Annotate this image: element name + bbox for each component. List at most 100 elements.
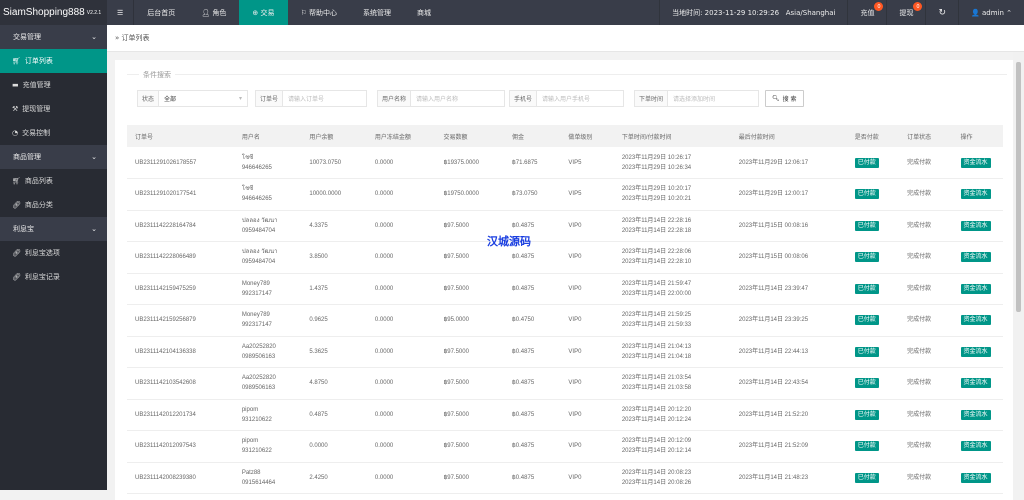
topnav-item[interactable]: 👤︎ 角色	[201, 8, 227, 17]
commission: ฿0.4875	[503, 336, 561, 368]
sidebar-item[interactable]: ⚒ 提现管理	[12, 105, 51, 113]
search-panel: 条件搜索 状态 全部 ▾ 订单号 请输入订单号 用户名称 请输入用户名称 手机号 请输入用…	[127, 70, 1007, 114]
fund-flow-button[interactable]: 资金流水	[960, 220, 991, 231]
level: VIP0	[560, 304, 614, 337]
fund-flow-button[interactable]: 资金流水	[960, 252, 991, 263]
sidebar-item[interactable]: 🔗︎ 商品分类	[12, 201, 53, 209]
refresh-icon[interactable]: ↻	[925, 0, 958, 25]
recharge-button[interactable]: 充值 0	[847, 0, 886, 25]
table-row: UB2311142103542608 Aa20252820 0989506163 …	[127, 367, 1003, 400]
amount: ฿97.5000	[435, 462, 504, 494]
status-select[interactable]: 状态 全部 ▾	[137, 90, 248, 107]
sidebar-group[interactable]: 利息宝 ⌄	[0, 217, 107, 241]
fund-flow-button[interactable]: 资金流水	[960, 283, 991, 294]
menu-toggle-icon[interactable]: ☰	[107, 0, 135, 25]
globe-icon: ⊕	[252, 8, 259, 17]
fund-flow-button[interactable]: 资金流水	[960, 157, 991, 168]
column-header: 用户冻结金额	[366, 125, 436, 147]
scrollbar[interactable]	[1013, 52, 1024, 490]
order-id: UB2311142228164784	[127, 210, 234, 242]
search-button[interactable]: 🔍︎ 搜 索	[765, 90, 804, 107]
times: 2023年11月14日 20:12:09 2023年11月14日 20:12:14	[613, 430, 731, 463]
times: 2023年11月14日 21:59:25 2023年11月14日 21:59:33	[613, 304, 731, 337]
user-cell: โชซี 946646265	[233, 178, 302, 211]
sidebar-item[interactable]: 🛒︎ 订单列表	[0, 49, 107, 73]
fund-flow-button[interactable]: 资金流水	[960, 409, 991, 420]
order-number-field[interactable]: 订单号 请输入订单号	[255, 90, 367, 107]
order-status: 完成付款	[899, 304, 953, 337]
column-header: 用户名	[233, 125, 302, 147]
fund-flow-button[interactable]: 资金流水	[960, 472, 991, 483]
fund-flow-button[interactable]: 资金流水	[960, 189, 991, 200]
commission: ฿71.6875	[503, 147, 561, 179]
user-cell: ปลลอง วัฒนา 0959484704	[233, 210, 302, 242]
frozen: 0.0000	[366, 178, 436, 211]
app-logo[interactable]: SiamShopping888 V2.2.1	[0, 0, 107, 25]
monitor-icon: ▬	[12, 81, 19, 89]
fund-flow-button[interactable]: 资金流水	[960, 378, 991, 389]
last-pay-time: 2023年11月14日 21:48:23	[730, 462, 847, 494]
fund-flow-button[interactable]: 资金流水	[960, 441, 991, 452]
amount: ฿19750.0000	[435, 178, 504, 211]
sidebar-item[interactable]: ◔ 交易控制	[12, 129, 51, 137]
sidebar: 交易管理 ⌄ 🛒︎ 订单列表 ▬ 充值管理 ⚒ 提现管理 ◔ 交易控制商品管理 ⌄ 🛒︎ 商品列表 🔗︎ 商…	[0, 25, 107, 490]
order-id: UB2311142228066489	[127, 241, 234, 274]
balance: 0.4875	[301, 399, 367, 431]
table-row: UB2311291020177541 โชซี 946646265 10000.0…	[127, 178, 1003, 211]
commission: ฿0.4750	[503, 304, 561, 337]
order-status: 完成付款	[899, 241, 953, 274]
paid-badge: 已付款	[854, 157, 879, 168]
column-header: 是否付款	[846, 125, 900, 147]
level: VIP0	[560, 462, 614, 494]
user-cell: Aa20252820 0989506163	[233, 336, 302, 368]
scrollbar-thumb[interactable]	[1016, 62, 1021, 312]
order-id: UB2311291020177541	[127, 178, 234, 211]
fund-flow-button[interactable]: 资金流水	[960, 346, 991, 357]
username-field[interactable]: 用户名称 请输入用户名称	[377, 90, 505, 107]
sidebar-item[interactable]: ▬ 充值管理	[12, 81, 51, 89]
sidebar-group[interactable]: 交易管理 ⌄	[0, 25, 107, 49]
sidebar-group[interactable]: 商品管理 ⌄	[0, 145, 107, 169]
topnav-item[interactable]: ⚐ 帮助中心	[300, 8, 338, 17]
order-status: 完成付款	[899, 462, 953, 494]
table-row: UB2311142159256879 Money789 992317147 0.9…	[127, 304, 1003, 337]
order-time-field[interactable]: 下单时间 请选择添加时间	[634, 90, 759, 107]
topnav-item[interactable]: 后台首页	[147, 8, 176, 17]
last-pay-time: 2023年11月14日 23:39:25	[730, 304, 847, 337]
table-row: UB2311142159475259 Money789 992317147 1.4…	[127, 273, 1003, 305]
order-id: UB2311142008239380	[127, 462, 234, 494]
last-pay-time: 2023年11月15日 00:08:06	[730, 241, 847, 274]
last-pay-time: 2023年11月29日 12:00:17	[730, 178, 847, 211]
topnav-item[interactable]: 商城	[417, 8, 432, 17]
sidebar-item[interactable]: 🔗︎ 利息宝记录	[12, 273, 60, 281]
column-header: 下单时间/付款时间	[613, 125, 731, 147]
commission: ฿0.4875	[503, 241, 561, 274]
user-cell: pipom 931210622	[233, 399, 302, 431]
balance: 0.9625	[301, 304, 367, 337]
order-status: 完成付款	[899, 273, 953, 305]
table-row: UB2311142008239380 Patz88 0915614464 2.42…	[127, 462, 1003, 494]
topnav-item[interactable]: ⊕ 交易	[239, 0, 288, 25]
order-status: 完成付款	[899, 336, 953, 368]
recharge-badge: 0	[874, 2, 884, 11]
orders-table: 订单号 用户名 用户余额 用户冻结金额 交易数额 佣金 做单级别 下单时间/付款时间 最后付款时…	[127, 125, 1003, 494]
order-status: 完成付款	[899, 147, 953, 179]
fund-flow-button[interactable]: 资金流水	[960, 315, 991, 326]
last-pay-time: 2023年11月29日 12:06:17	[730, 147, 847, 179]
topnav-item[interactable]: 系统管理	[363, 8, 392, 17]
user-menu[interactable]: 👤 admin ⌃	[958, 0, 1024, 25]
order-id: UB2311142012097543	[127, 430, 234, 463]
phone-field[interactable]: 手机号 请输入用户手机号	[509, 90, 624, 107]
order-status: 完成付款	[899, 367, 953, 400]
user-cell: Money789 992317147	[233, 273, 302, 305]
times: 2023年11月14日 21:03:54 2023年11月14日 21:03:58	[613, 367, 731, 400]
user-cell: Aa20252820 0989506163	[233, 367, 302, 400]
paid-badge: 已付款	[854, 409, 879, 420]
sidebar-item[interactable]: 🛒︎ 商品列表	[12, 177, 53, 185]
search-legend: 条件搜索	[139, 70, 175, 80]
chevron-down-icon: ⌄	[91, 153, 97, 161]
sidebar-item[interactable]: 🔗︎ 利息宝选项	[12, 249, 60, 257]
order-status: 完成付款	[899, 210, 953, 242]
withdraw-button[interactable]: 提现 0	[886, 0, 925, 25]
link-icon: 🔗︎	[12, 273, 21, 281]
